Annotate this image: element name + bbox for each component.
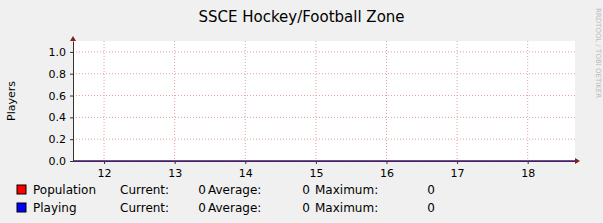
legend-stat-label: Average: [208, 183, 261, 197]
x-axis: 12 13 14 15 16 17 18 [74, 161, 576, 180]
x-tick-label: 15 [309, 167, 323, 180]
x-tick-label: 17 [451, 167, 465, 180]
x-axis-arrow [575, 158, 580, 164]
x-grid-line [315, 41, 316, 161]
y-tick-label: 0.8 [49, 68, 67, 81]
y-tick-mark [70, 74, 73, 75]
background [0, 0, 603, 223]
x-tick-label: 12 [98, 167, 112, 180]
x-axis-line [74, 161, 576, 162]
series-line [73, 161, 575, 162]
y-tick: 0.6 [49, 90, 74, 103]
y-grid-line [73, 95, 575, 96]
legend-stat-value: 0 [198, 201, 206, 215]
x-tick-mark [457, 161, 458, 164]
x-tick-label: 13 [168, 167, 182, 180]
y-axis: 0.0 0.2 0.4 0.6 0.8 1.0 [49, 42, 74, 169]
watermark: RRDTOOL / TOBI OETIKER [594, 8, 602, 98]
x-tick: 12 [98, 161, 112, 180]
x-tick-label: 14 [239, 167, 253, 180]
x-grid-line [457, 41, 458, 161]
y-tick-label: 0.0 [49, 155, 67, 168]
x-tick: 13 [168, 161, 182, 180]
grid [73, 41, 575, 161]
legend: PopulationCurrent:0Average:0Maximum:0Pla… [17, 183, 435, 215]
series-group [73, 161, 575, 162]
legend-label: Playing [33, 201, 77, 215]
legend-swatch [17, 185, 26, 194]
legend-stat-value: 0 [198, 183, 206, 197]
y-grid-line [73, 139, 575, 140]
y-axis-line [73, 42, 74, 162]
y-tick-mark [70, 52, 73, 53]
x-tick-mark [528, 161, 529, 164]
y-tick: 0.2 [49, 133, 74, 146]
y-grid-line [73, 117, 575, 118]
y-tick-mark [70, 117, 73, 118]
legend-stat-label: Maximum: [315, 201, 378, 215]
legend-stat-label: Current: [120, 201, 169, 215]
y-axis-arrow [70, 36, 76, 41]
legend-stat-label: Maximum: [315, 183, 378, 197]
x-tick-mark [245, 161, 246, 164]
legend-stat-value: 0 [302, 201, 310, 215]
y-tick-label: 0.2 [49, 133, 67, 146]
x-tick-label: 16 [380, 167, 394, 180]
x-grid-line [245, 41, 246, 161]
series-line [73, 161, 575, 162]
legend-stat-value: 0 [302, 183, 310, 197]
y-tick-mark [70, 161, 73, 162]
x-tick-mark [316, 161, 317, 164]
legend-stat-label: Average: [208, 201, 261, 215]
y-tick-label: 0.6 [49, 90, 67, 103]
x-grid-line [104, 41, 105, 161]
x-grid-line [527, 41, 528, 161]
y-grid-line [73, 73, 575, 74]
y-grid-line [73, 51, 575, 52]
y-tick: 1.0 [49, 46, 74, 59]
plot-area [73, 41, 575, 161]
legend-stat-label: Current: [120, 183, 169, 197]
x-grid-line [386, 41, 387, 161]
legend-swatch [17, 203, 26, 212]
y-tick-label: 0.4 [49, 111, 67, 124]
x-tick: 15 [309, 161, 323, 180]
chart: SSCE Hockey/Football Zone Players RRDTOOL … [0, 0, 603, 223]
y-tick-label: 1.0 [49, 46, 67, 59]
x-tick: 18 [521, 161, 535, 180]
x-tick: 14 [239, 161, 253, 180]
y-tick: 0.8 [49, 68, 74, 81]
y-tick-mark [70, 139, 73, 140]
x-tick: 16 [380, 161, 394, 180]
legend-label: Population [33, 183, 96, 197]
x-tick-label: 18 [521, 167, 535, 180]
y-axis-label: Players [5, 81, 18, 121]
y-grid-line [73, 161, 575, 162]
x-tick: 17 [451, 161, 465, 180]
y-tick: 0.4 [49, 111, 74, 124]
x-tick-mark [175, 161, 176, 164]
title: SSCE Hockey/Football Zone [198, 8, 404, 26]
legend-stat-value: 0 [427, 201, 435, 215]
x-tick-mark [104, 161, 105, 164]
y-tick: 0.0 [49, 155, 74, 168]
y-tick-mark [70, 96, 73, 97]
x-grid-line [174, 41, 175, 161]
legend-stat-value: 0 [427, 183, 435, 197]
x-tick-mark [386, 161, 387, 164]
